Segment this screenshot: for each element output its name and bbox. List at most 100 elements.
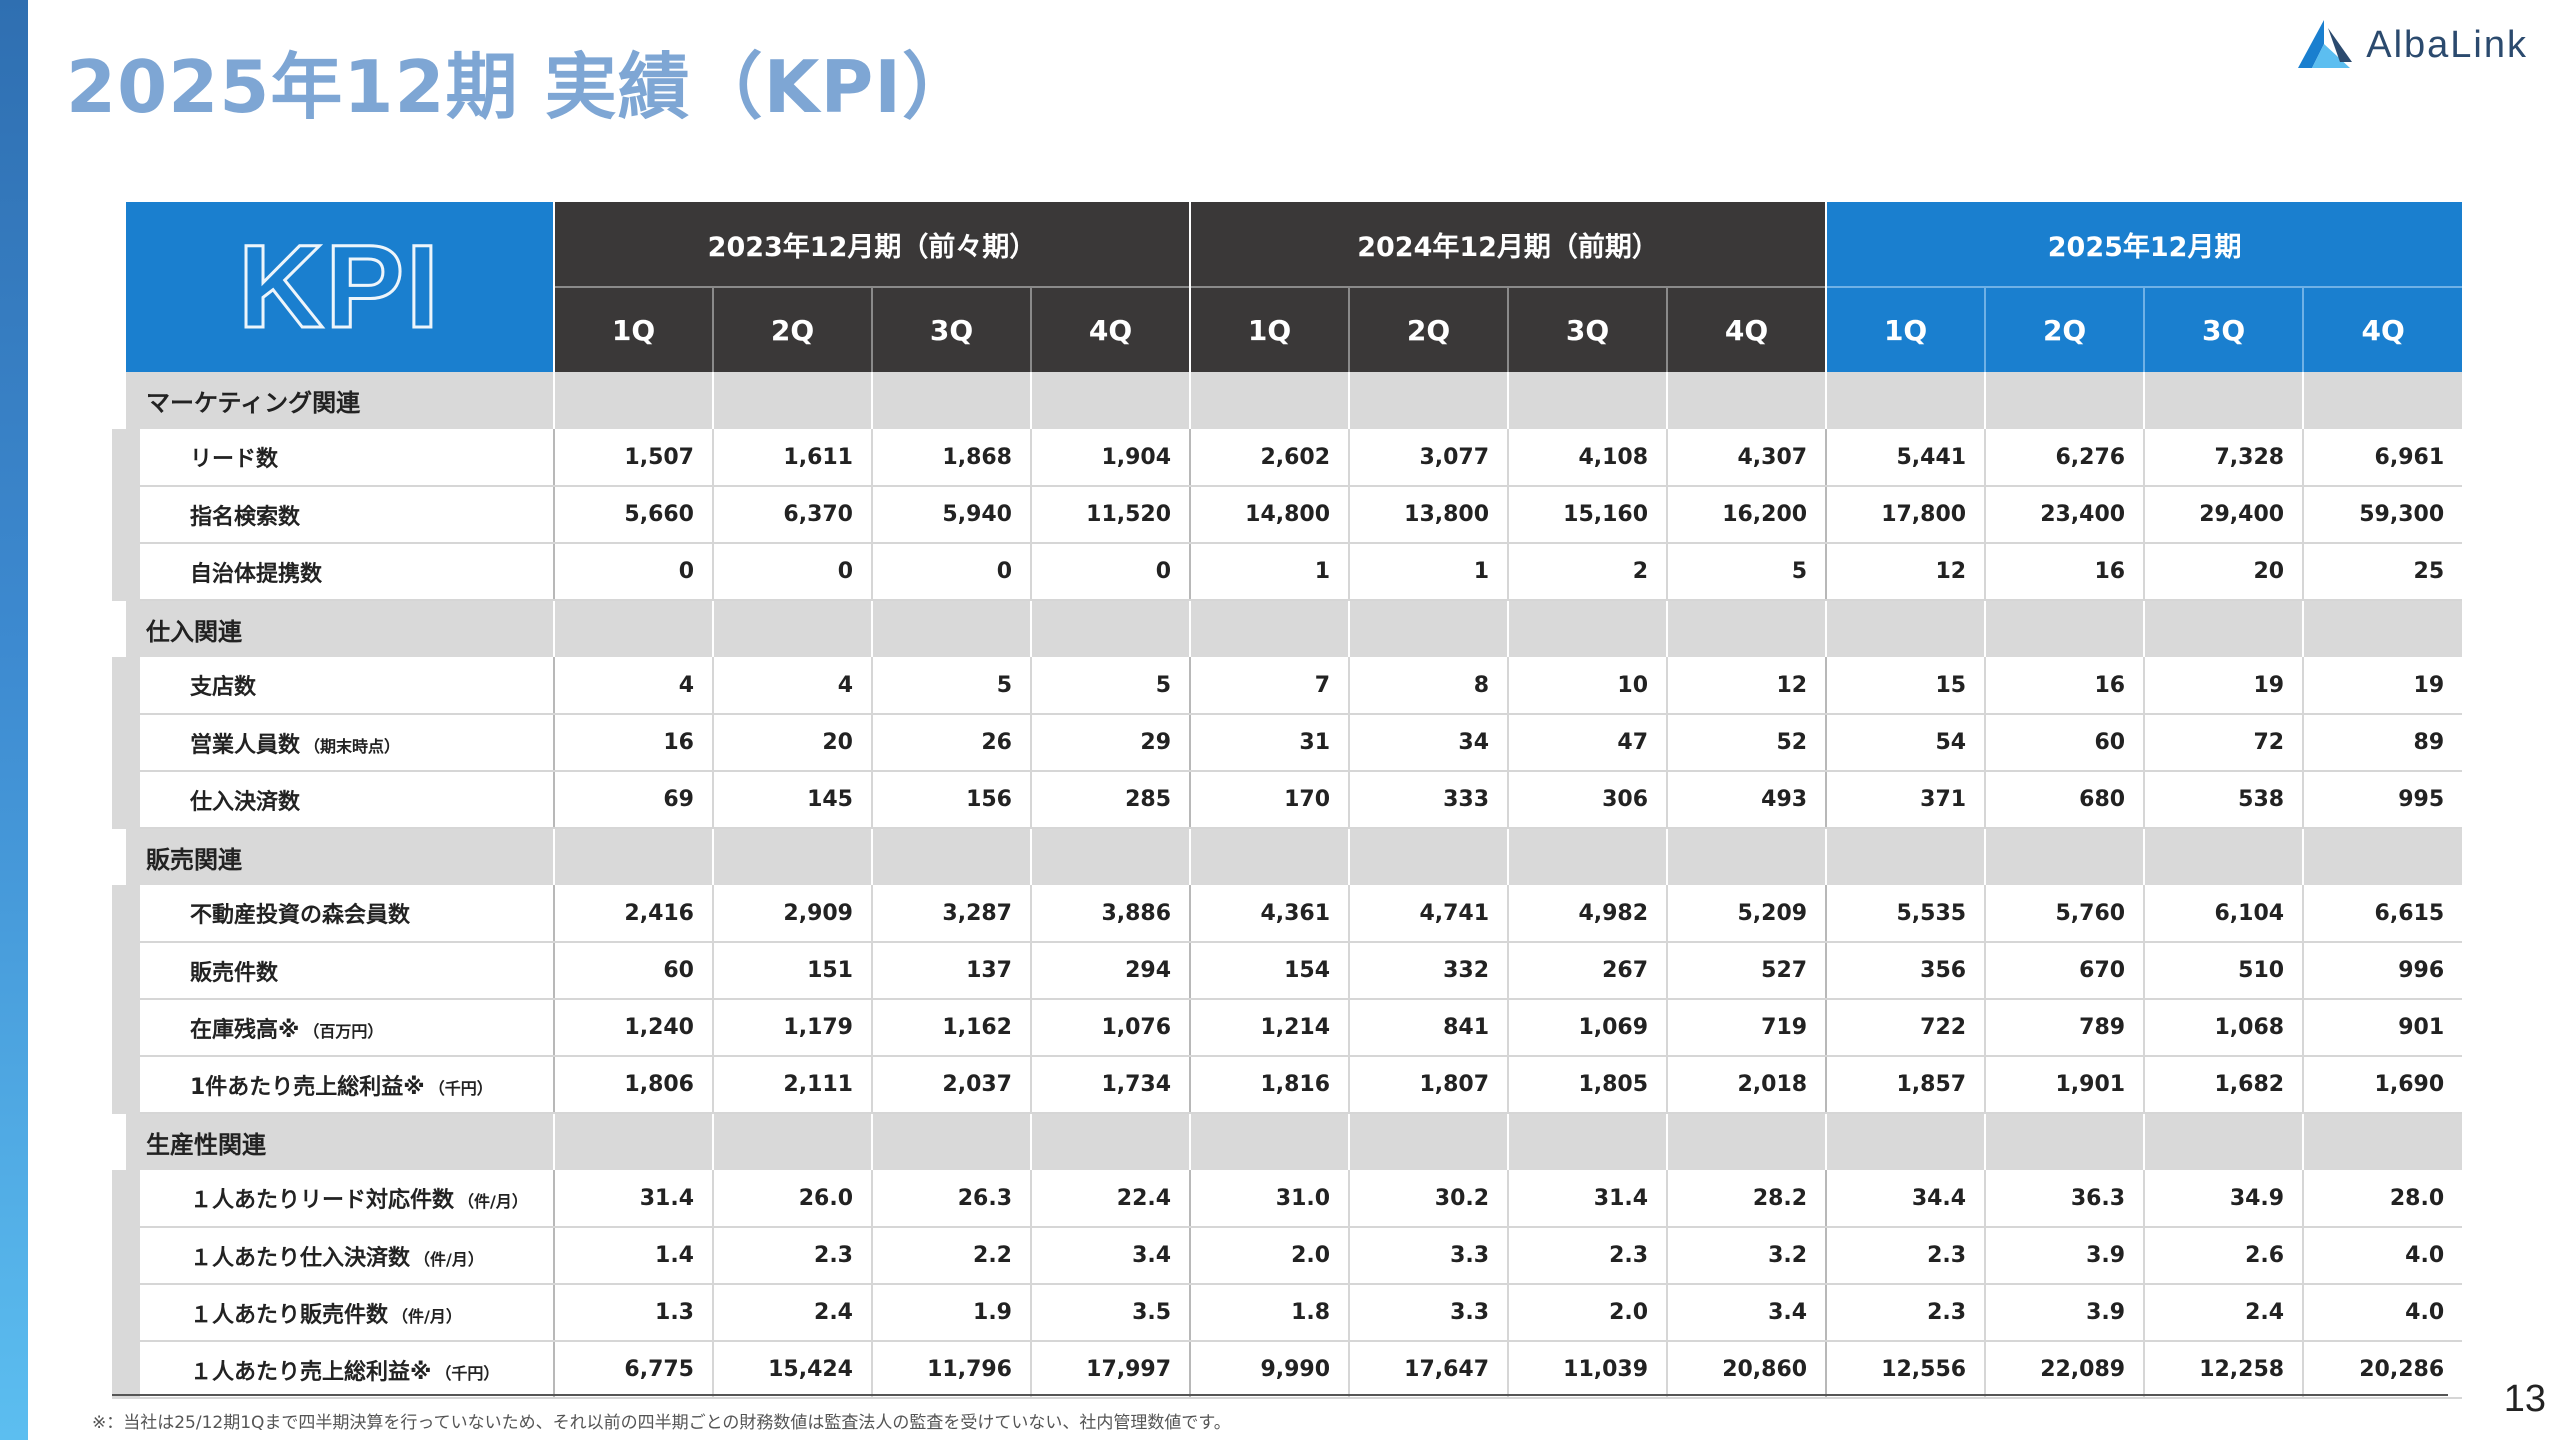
- table-cell: 841: [1348, 999, 1509, 1057]
- table-cell: 306: [1507, 771, 1668, 829]
- table-cell: 154: [1189, 942, 1350, 1000]
- table-cell: 1,682: [2143, 1056, 2304, 1114]
- table-cell: 6,615: [2302, 885, 2463, 943]
- table-row: 指名検索数 5,660 6,370 5,940 11,520 14,800 13,800 15…: [112, 486, 2463, 544]
- table-cell: 1.3: [553, 1284, 713, 1342]
- table-cell: 4.0: [2302, 1227, 2463, 1285]
- table-cell: 5: [1666, 543, 1827, 601]
- table-cell: 20: [712, 714, 872, 772]
- table-cell: 1,816: [1189, 1056, 1350, 1114]
- table-cell: 26.3: [871, 1170, 1031, 1228]
- section-filler-cell: [2143, 372, 2304, 429]
- table-row: 営業人員数 （期末時点） 16 20 26 29 31 34 47 52 54 60 72 89: [112, 714, 2463, 772]
- table-cell: 996: [2302, 942, 2463, 1000]
- section-filler-cell: [1825, 372, 1986, 429]
- section-filler-cell: [2302, 600, 2463, 657]
- table-bottom-rule: [112, 1394, 2448, 1396]
- table-cell: 59,300: [2302, 486, 2463, 544]
- table-cell: 17,800: [1825, 486, 1986, 544]
- table-cell: 1,240: [553, 999, 713, 1057]
- table-cell: 60: [553, 942, 713, 1000]
- table-cell: 19: [2302, 657, 2463, 715]
- table-cell: 15,160: [1507, 486, 1668, 544]
- row-label: 1件あたり売上総利益※ （千円）: [112, 1056, 554, 1114]
- row-label-text: １人あたりリード対応件数: [190, 1188, 455, 1213]
- table-cell: 12,556: [1825, 1341, 1986, 1399]
- table-cell: 156: [871, 771, 1031, 829]
- row-label-text: 支店数: [190, 675, 257, 700]
- section-filler-cell: [1507, 1113, 1668, 1170]
- table-cell: 34.9: [2143, 1170, 2304, 1228]
- table-cell: 3,077: [1348, 429, 1509, 487]
- table-cell: 6,104: [2143, 885, 2304, 943]
- table-cell: 151: [712, 942, 872, 1000]
- table-cell: 5: [871, 657, 1031, 715]
- section-row: 生産性関連: [126, 1113, 2463, 1170]
- table-cell: 3.4: [1029, 1227, 1191, 1285]
- table-cell: 1,179: [712, 999, 872, 1057]
- section-row: 販売関連: [126, 828, 2463, 885]
- table-cell: 12,258: [2143, 1341, 2304, 1399]
- table-cell: 1,805: [1507, 1056, 1668, 1114]
- section-filler-cell: [1666, 1113, 1827, 1170]
- table-cell: 2.0: [1189, 1227, 1350, 1285]
- table-cell: 28.0: [2302, 1170, 2463, 1228]
- row-label: 在庫残高※ （百万円）: [112, 999, 554, 1057]
- section-row: 仕入関連: [126, 600, 2463, 657]
- table-cell: 1,076: [1029, 999, 1191, 1057]
- table-cell: 16: [553, 714, 713, 772]
- table-cell: 1.8: [1189, 1284, 1350, 1342]
- table-cell: 2.0: [1507, 1284, 1668, 1342]
- table-cell: 1: [1348, 543, 1509, 601]
- table-row: 1件あたり売上総利益※ （千円） 1,806 2,111 2,037 1,734 1,816…: [112, 1056, 2463, 1114]
- table-row: １人あたりリード対応件数 （件/月） 31.4 26.0 26.3 22.4 31.0 30.…: [112, 1170, 2463, 1228]
- table-cell: 0: [1029, 543, 1191, 601]
- section-filler-cell: [1189, 372, 1350, 429]
- section-filler-cell: [1825, 828, 1986, 885]
- section-filler-cell: [871, 828, 1031, 885]
- row-label: 販売件数: [112, 942, 554, 1000]
- row-label-text: １人あたり販売件数: [190, 1302, 389, 1328]
- table-cell: 14,800: [1189, 486, 1350, 544]
- table-cell: 5,209: [1666, 885, 1827, 943]
- table-cell: 356: [1825, 942, 1986, 1000]
- table-row: １人あたり売上総利益※ （千円） 6,775 15,424 11,796 17,997 9,…: [112, 1341, 2463, 1399]
- table-cell: 4: [712, 657, 872, 715]
- table-cell: 1,734: [1029, 1056, 1191, 1114]
- table-cell: 527: [1666, 942, 1827, 1000]
- table-cell: 52: [1666, 714, 1827, 772]
- table-cell: 89: [2302, 714, 2463, 772]
- table-cell: 2.3: [712, 1227, 872, 1285]
- quarter-header: 3Q: [2143, 286, 2304, 372]
- table-cell: 47: [1507, 714, 1668, 772]
- table-cell: 29: [1029, 714, 1191, 772]
- table-cell: 2.2: [871, 1227, 1031, 1285]
- albalink-mountain-icon: [2298, 20, 2353, 68]
- table-cell: 2.4: [712, 1284, 872, 1342]
- table-cell: 1,162: [871, 999, 1031, 1057]
- table-cell: 294: [1029, 942, 1191, 1000]
- section-filler-cell: [2302, 828, 2463, 885]
- table-cell: 31.4: [1507, 1170, 1668, 1228]
- quarter-header: 4Q: [1029, 286, 1191, 372]
- table-cell: 6,961: [2302, 429, 2463, 487]
- table-cell: 2.3: [1825, 1284, 1986, 1342]
- table-cell: 13,800: [1348, 486, 1509, 544]
- table-cell: 31.0: [1189, 1170, 1350, 1228]
- quarter-header: 1Q: [1825, 286, 1986, 372]
- section-filler-cell: [1507, 372, 1668, 429]
- table-cell: 11,520: [1029, 486, 1191, 544]
- table-cell: 3,886: [1029, 885, 1191, 943]
- section-filler-cell: [712, 828, 872, 885]
- table-cell: 2,111: [712, 1056, 872, 1114]
- section-filler-cell: [1029, 1113, 1191, 1170]
- table-cell: 20,860: [1666, 1341, 1827, 1399]
- section-filler-cell: [553, 1113, 713, 1170]
- row-label: １人あたり売上総利益※ （千円）: [112, 1341, 554, 1399]
- table-cell: 15: [1825, 657, 1986, 715]
- section-filler-cell: [1984, 600, 2145, 657]
- table-cell: 0: [553, 543, 713, 601]
- table-cell: 11,796: [871, 1341, 1031, 1399]
- table-cell: 5,535: [1825, 885, 1986, 943]
- table-cell: 19: [2143, 657, 2304, 715]
